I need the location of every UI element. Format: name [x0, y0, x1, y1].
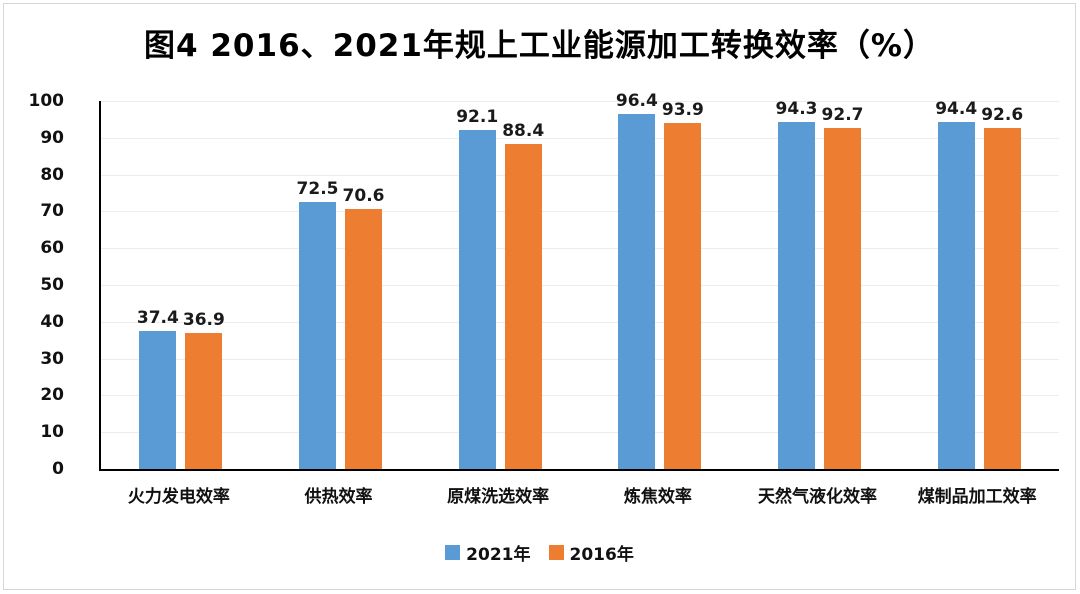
- y-tick-label: 70: [40, 201, 64, 222]
- bar-group: 72.5 70.6: [261, 101, 421, 469]
- bar-value-label: 92.6: [981, 105, 1024, 126]
- bar-column: 94.4: [935, 98, 978, 469]
- legend-item: 2021年: [445, 540, 531, 565]
- bar: [139, 331, 177, 469]
- bar-group: 94.4 92.6: [899, 98, 1059, 469]
- bar-column: 96.4: [615, 91, 658, 469]
- gridline: [101, 174, 1059, 176]
- bar-column: 70.6: [342, 186, 385, 469]
- bar-value-label: 93.9: [661, 100, 704, 121]
- bar-value-label: 36.9: [182, 310, 225, 331]
- y-tick-label: 80: [40, 164, 64, 185]
- legend-item: 2016年: [548, 540, 634, 565]
- gridline: [101, 358, 1059, 360]
- bar-value-label: 88.4: [502, 120, 545, 141]
- legend-label: 2016年: [569, 545, 634, 565]
- bar: [937, 121, 975, 469]
- gridline: [101, 248, 1059, 250]
- bar: [824, 127, 862, 469]
- bar-value-label: 70.6: [342, 186, 385, 207]
- bar: [345, 209, 382, 469]
- y-tick-label: 0: [52, 459, 64, 479]
- bar-value-label: 94.3: [775, 98, 818, 119]
- bar-column: 88.4: [502, 120, 545, 469]
- bar-column: 92.1: [456, 107, 499, 469]
- gridline: [101, 137, 1059, 139]
- bar: [504, 143, 542, 469]
- x-category-label: 原煤洗选效率: [447, 487, 550, 507]
- legend-label: 2021年: [466, 545, 531, 565]
- gridline: [101, 101, 1059, 102]
- bar: [185, 333, 223, 469]
- y-tick-label: 60: [40, 238, 64, 259]
- bar: [618, 114, 656, 469]
- legend-swatch: [445, 545, 461, 560]
- x-axis-labels: 火力发电效率 供热效率 原煤洗选效率 炼焦效率 天然气液化效率 煤制品加工效率: [99, 482, 1057, 507]
- gridline: [101, 285, 1059, 286]
- bar-groups: 37.4 36.9 72.5 70.6 92.1 88.4 96.4 93.9 94.3 92.7…: [101, 91, 1059, 469]
- bar-value-label: 72.5: [296, 179, 339, 200]
- gridline: [101, 432, 1059, 434]
- x-category-label: 火力发电效率: [127, 487, 230, 507]
- bar: [299, 202, 336, 469]
- bar: [458, 130, 496, 469]
- y-tick-label: 30: [40, 348, 64, 369]
- bar-column: 72.5: [296, 179, 339, 469]
- chart-frame: 图4 2016、2021年规上工业能源加工转换效率（%） 0 10 20 30 40 50…: [3, 3, 1076, 590]
- x-category-label: 炼焦效率: [623, 487, 692, 507]
- bar-value-label: 94.4: [935, 98, 978, 119]
- gridline: [101, 211, 1059, 213]
- bar-group: 94.3 92.7: [740, 98, 900, 469]
- y-tick-label: 40: [40, 311, 64, 332]
- bar-group: 92.1 88.4: [420, 101, 580, 469]
- y-tick-label: 100: [28, 91, 65, 111]
- bar-column: 94.3: [775, 98, 818, 469]
- bar: [664, 123, 702, 469]
- x-category-label: 煤制品加工效率: [917, 487, 1037, 507]
- bar: [983, 128, 1021, 469]
- x-category-label: 供热效率: [304, 487, 373, 507]
- x-category-label: 天然气液化效率: [758, 487, 878, 507]
- y-axis: 0 10 20 30 40 50 60 70 80 90 100: [4, 91, 65, 479]
- legend-swatch: [548, 545, 564, 560]
- y-tick-label: 10: [40, 422, 64, 443]
- bar-value-label: 96.4: [615, 91, 658, 112]
- plot-area: 37.4 36.9 72.5 70.6 92.1 88.4 96.4 93.9 94.3 92.7…: [99, 91, 1059, 471]
- bar-group: 96.4 93.9: [580, 91, 740, 469]
- y-tick-label: 90: [40, 127, 64, 148]
- bar-column: 37.4: [136, 308, 179, 469]
- bar-column: 92.6: [981, 105, 1024, 469]
- y-tick-label: 20: [40, 385, 64, 406]
- legend: 2021年 2016年: [4, 540, 1075, 565]
- y-tick-label: 50: [40, 275, 64, 295]
- chart-title: 图4 2016、2021年规上工业能源加工转换效率（%）: [144, 28, 935, 64]
- bar-value-label: 92.1: [456, 107, 499, 128]
- bar-value-label: 37.4: [136, 308, 179, 329]
- bar-column: 92.7: [821, 104, 864, 469]
- bar-column: 93.9: [661, 100, 704, 469]
- bar: [778, 121, 816, 469]
- gridline: [101, 321, 1059, 323]
- bar-column: 36.9: [182, 310, 225, 469]
- gridline: [101, 395, 1059, 397]
- bar-group: 37.4 36.9: [101, 101, 261, 469]
- bar-value-label: 92.7: [821, 104, 864, 125]
